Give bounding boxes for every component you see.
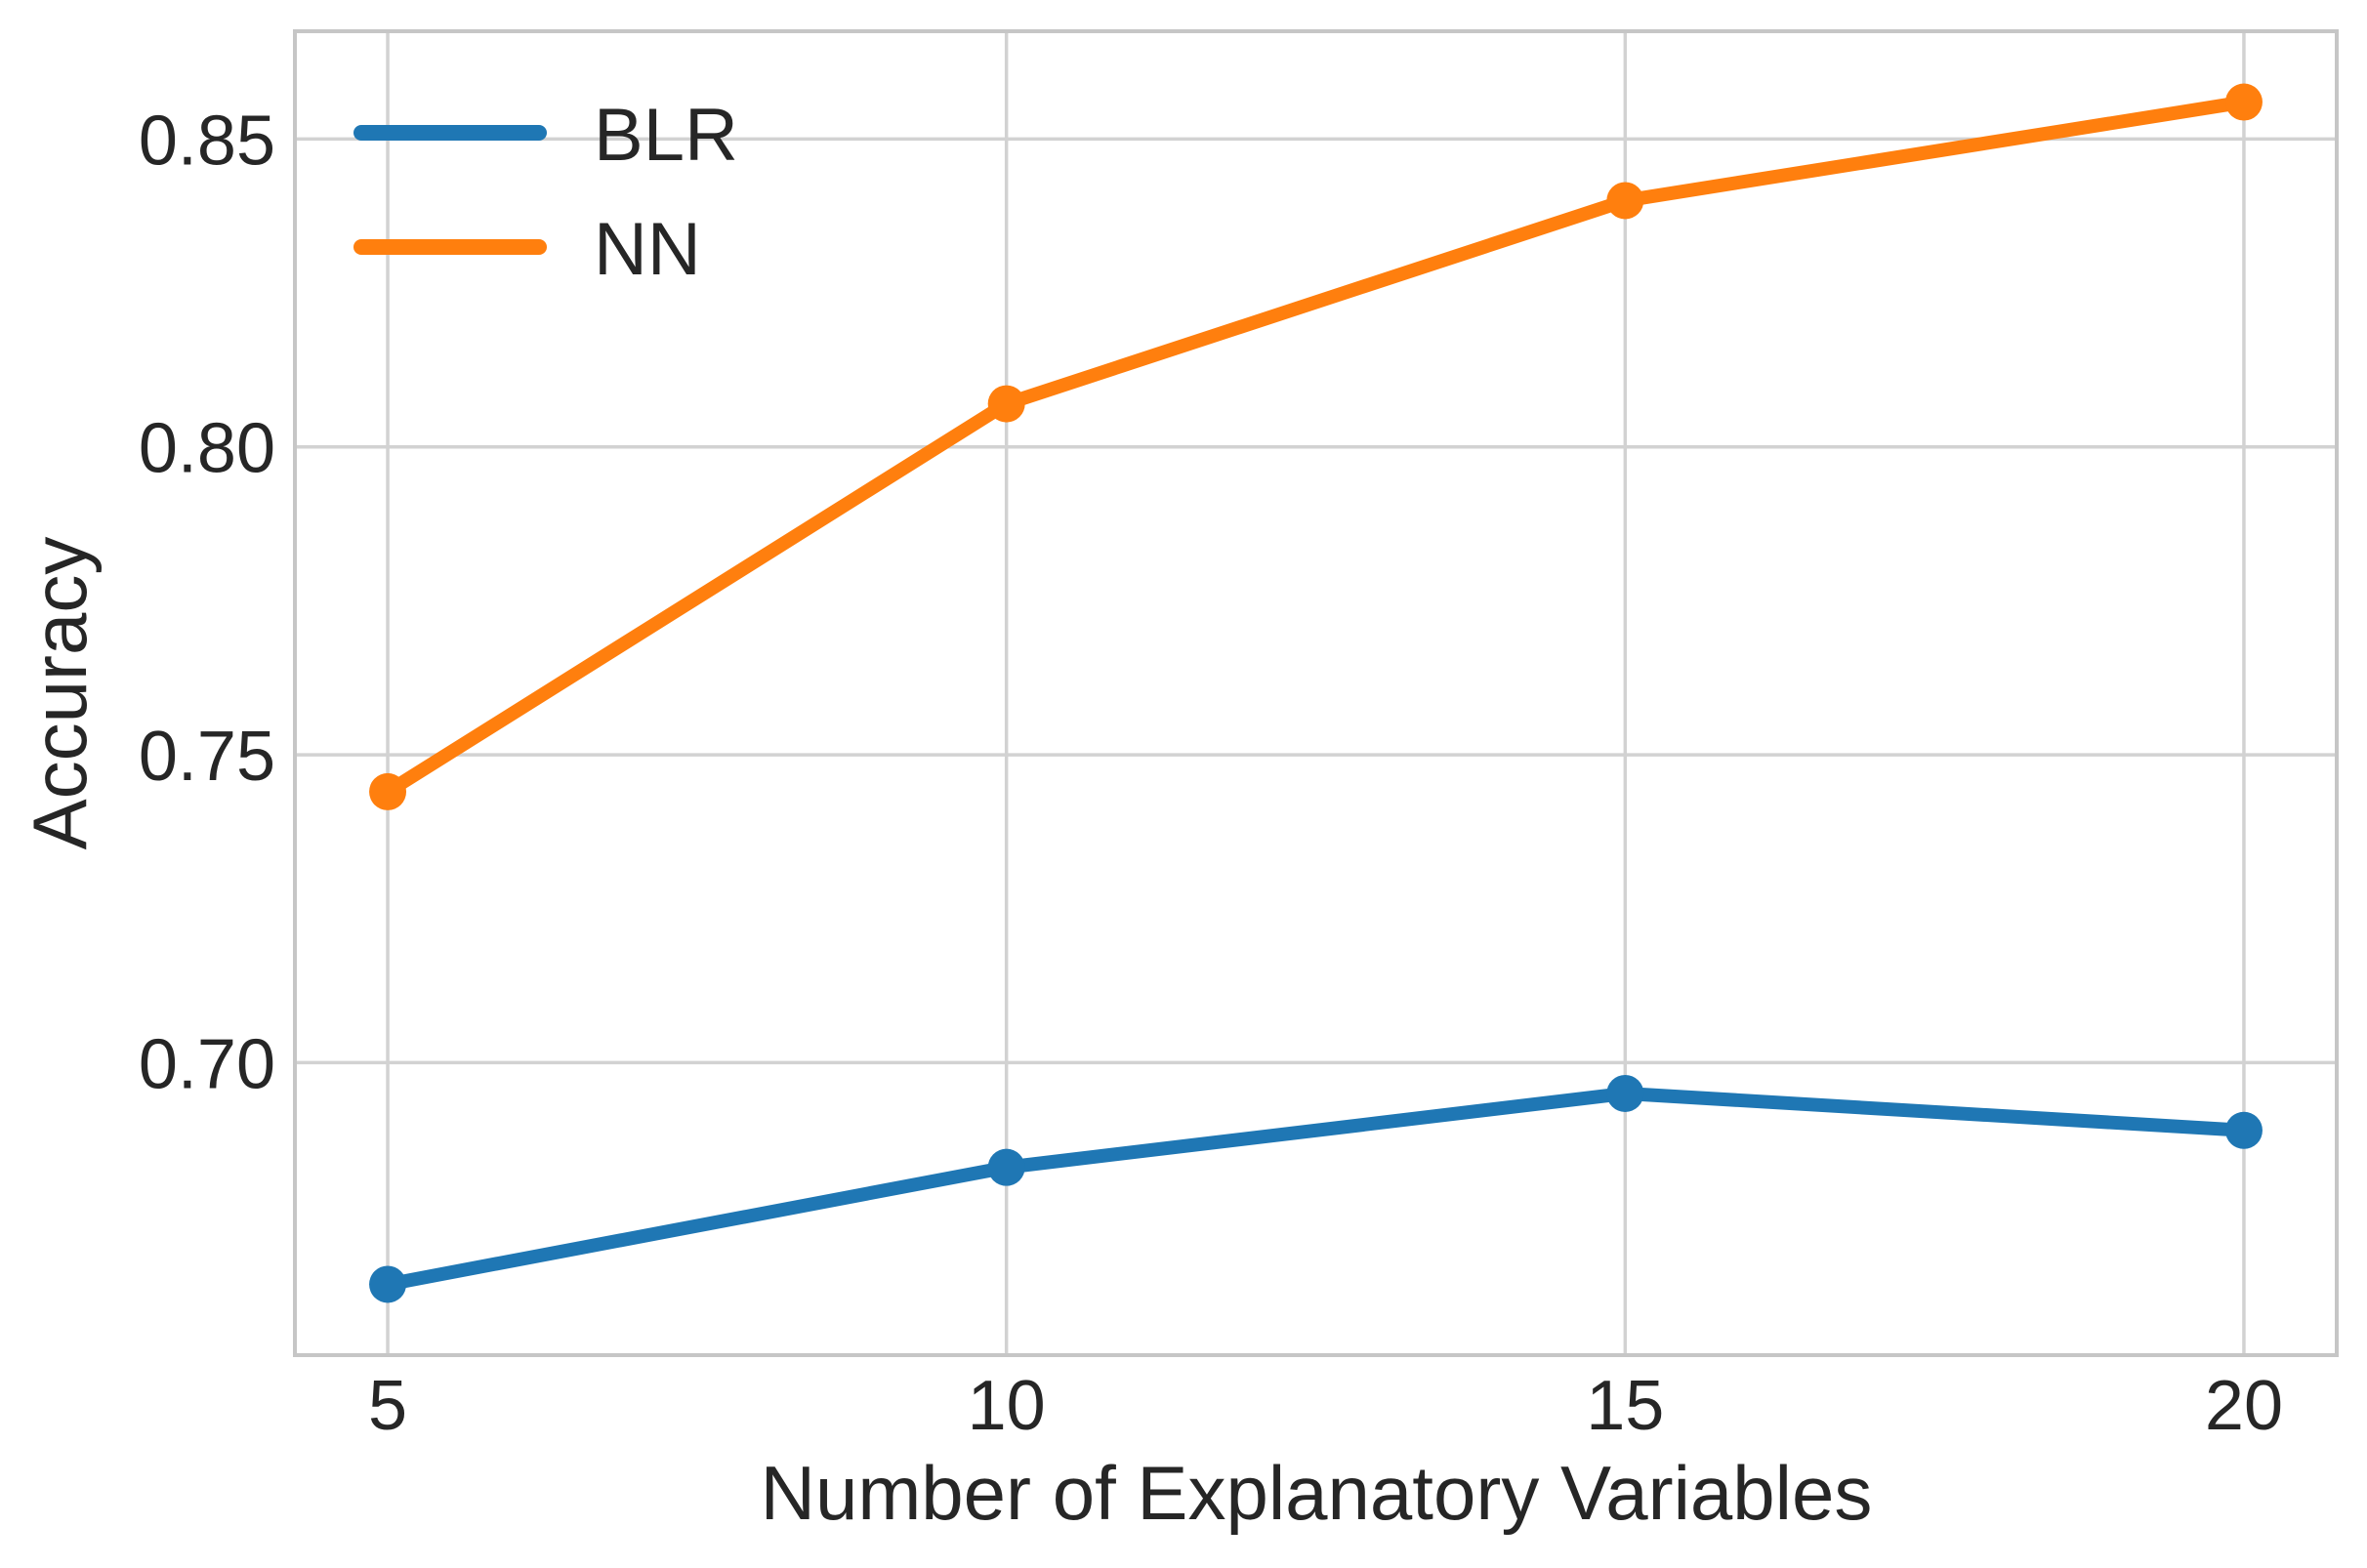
y-tick-label: 0.70 <box>139 1025 275 1103</box>
data-point-nn <box>1606 182 1644 220</box>
y-tick-label: 0.85 <box>139 102 275 180</box>
data-point-blr <box>987 1148 1025 1186</box>
x-tick-label: 10 <box>968 1367 1046 1445</box>
x-axis-label: Number of Explanatory Variables <box>761 1450 1873 1536</box>
series-line-nn <box>381 95 2251 799</box>
legend-label-blr: BLR <box>594 94 738 177</box>
series-line-blr <box>381 1086 2251 1292</box>
data-point-blr <box>2224 1111 2263 1149</box>
y-tick-label: 0.75 <box>139 718 275 796</box>
x-tick-label: 5 <box>368 1367 407 1445</box>
data-series <box>369 83 2263 1303</box>
x-tick-label: 20 <box>2205 1367 2283 1445</box>
data-point-blr <box>1606 1074 1644 1112</box>
data-point-nn <box>369 772 407 810</box>
legend: BLR NN <box>353 94 738 291</box>
y-tick-label: 0.80 <box>139 410 275 488</box>
y-axis-label: Accuracy <box>17 537 103 850</box>
gridlines <box>295 31 2337 1355</box>
data-point-blr <box>369 1265 407 1303</box>
data-point-nn <box>2224 83 2263 121</box>
x-tick-label: 15 <box>1586 1367 1664 1445</box>
legend-label-nn: NN <box>594 208 701 291</box>
data-point-nn <box>987 385 1025 423</box>
y-tick-labels: 0.70 0.75 0.80 0.85 <box>139 102 275 1103</box>
x-tick-labels: 5 10 15 20 <box>368 1367 2283 1445</box>
plot-border <box>293 29 2339 1357</box>
